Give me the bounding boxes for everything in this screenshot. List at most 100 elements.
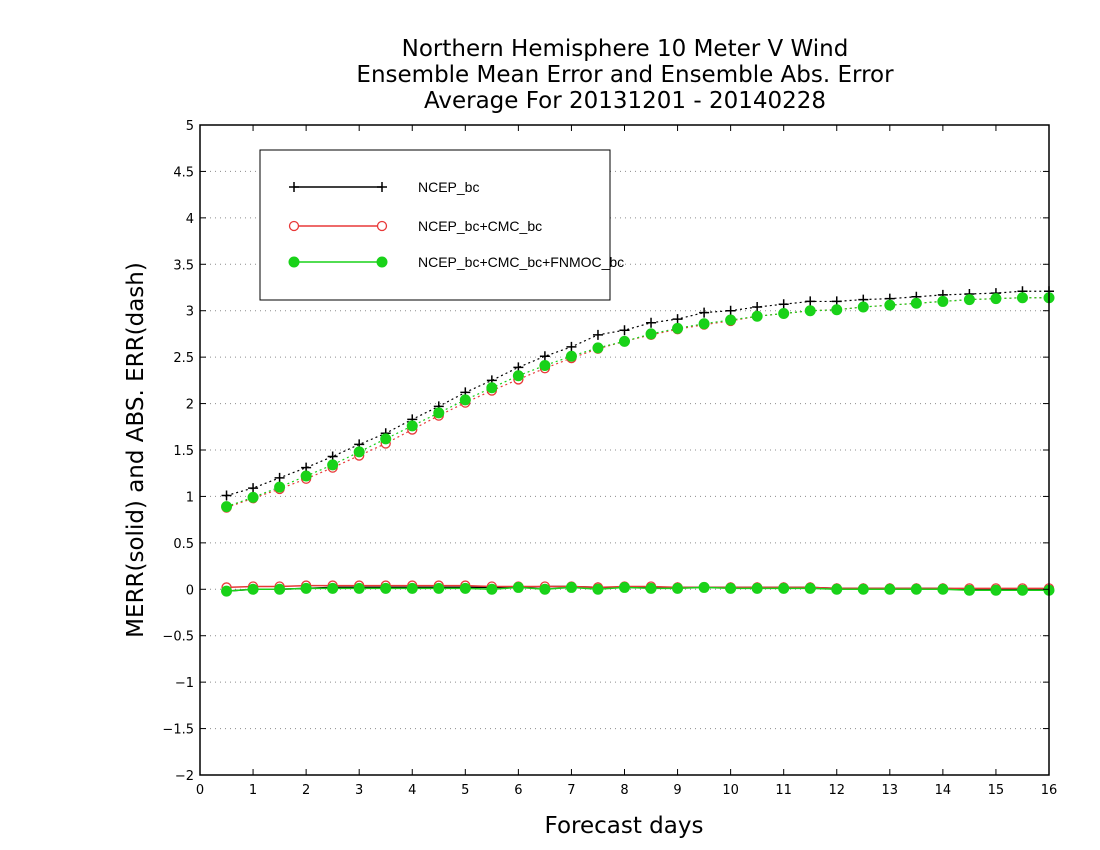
data-point-filled-circle [274, 583, 286, 595]
legend-label: NCEP_bc [418, 179, 479, 195]
x-tick-label: 7 [567, 783, 575, 798]
y-tick-label: 0.5 [173, 537, 194, 552]
data-point-filled-circle [565, 350, 577, 362]
data-point-filled-circle [512, 370, 524, 382]
x-tick-label: 14 [935, 783, 952, 798]
y-tick-label: 4.5 [173, 165, 194, 180]
data-point-filled-circle [1016, 584, 1028, 596]
data-point-filled-circle [725, 314, 737, 326]
data-point-filled-circle [910, 297, 922, 309]
y-tick-label: 4 [186, 212, 194, 227]
y-tick-label: −0.5 [162, 630, 194, 645]
data-point-filled-circle [300, 470, 312, 482]
chart-title-line-1: Northern Hemisphere 10 Meter V Wind [401, 36, 849, 62]
data-point-filled-circle [619, 581, 630, 593]
y-tick-label: 0 [186, 583, 194, 598]
x-axis-title: Forecast days [545, 813, 704, 839]
x-tick-label: 4 [408, 783, 416, 798]
data-point-filled-circle [247, 491, 259, 503]
data-point-filled-circle [963, 584, 975, 596]
data-point-filled-circle [221, 585, 233, 597]
abs-error-line [226, 297, 1049, 508]
x-tick-label: 1 [249, 783, 257, 798]
data-point-filled-circle [672, 322, 684, 334]
axis-ticks: −2−1.5−1−0.500.511.522.533.544.550 1 2 3 4 5 6… [162, 119, 1057, 798]
x-tick-label: 16 [1041, 783, 1058, 798]
data-point-filled-circle [831, 304, 843, 316]
data-point-plus [566, 341, 577, 352]
x-tick-label: 8 [620, 783, 628, 798]
data-point-filled-circle [376, 256, 388, 268]
data-point-filled-circle [512, 581, 524, 593]
abs-error-line [226, 290, 1049, 497]
x-tick-label: 13 [882, 783, 899, 798]
y-tick-label: 1 [186, 490, 194, 505]
data-point-filled-circle [433, 582, 445, 594]
x-tick-label: 9 [673, 783, 681, 798]
data-point-filled-circle [645, 582, 657, 594]
data-point-plus [539, 351, 550, 362]
data-point-filled-circle [937, 583, 949, 595]
x-tick-label: 2 [302, 783, 310, 798]
data-point-plus [221, 490, 232, 501]
x-tick-label: 6 [514, 783, 522, 798]
data-point-filled-circle [1016, 292, 1028, 304]
data-point-filled-circle [963, 294, 975, 306]
data-point-plus [778, 299, 789, 310]
data-point-filled-circle [565, 581, 577, 593]
legend-label: NCEP_bc+CMC_bc [418, 218, 542, 234]
y-tick-label: 3.5 [173, 258, 194, 273]
data-point-filled-circle [247, 583, 259, 595]
x-tick-label: 5 [461, 783, 469, 798]
y-tick-label: 5 [186, 119, 194, 134]
data-point-filled-circle [698, 318, 710, 330]
data-point-plus [619, 325, 630, 336]
y-tick-label: 3 [186, 305, 194, 320]
data-point-filled-circle [353, 582, 365, 594]
data-point-filled-circle [459, 582, 471, 594]
data-point-filled-circle [778, 582, 790, 594]
x-tick-label: 11 [775, 783, 792, 798]
data-point-filled-circle [698, 581, 710, 593]
data-point-filled-circle [539, 583, 551, 595]
data-point-filled-circle [406, 582, 418, 594]
series-ncep-bc [221, 286, 1054, 597]
data-point-filled-circle [486, 583, 498, 595]
chart-title-line-2: Ensemble Mean Error and Ensemble Abs. Er… [356, 62, 894, 88]
data-point-filled-circle [990, 584, 1002, 596]
chart-title-line-3: Average For 20131201 - 20140228 [423, 88, 827, 114]
data-point-filled-circle [274, 481, 286, 493]
data-point-plus [592, 329, 603, 340]
data-point-filled-circle [804, 582, 816, 594]
data-point-filled-circle [459, 394, 471, 406]
data-point-filled-circle [725, 582, 737, 594]
data-point-plus [672, 314, 683, 325]
data-point-filled-circle [221, 501, 233, 513]
data-point-filled-circle [619, 335, 630, 347]
data-point-filled-circle [380, 433, 392, 445]
legend-label: NCEP_bc+CMC_bc+FNMOC_bc [418, 254, 624, 270]
data-point-filled-circle [884, 299, 896, 311]
data-point-plus [699, 307, 710, 318]
data-point-open-circle [288, 220, 300, 232]
data-point-filled-circle [486, 382, 498, 394]
data-point-plus [248, 483, 259, 494]
data-point-filled-circle [857, 301, 869, 313]
x-tick-label: 0 [196, 783, 204, 798]
data-point-filled-circle [380, 582, 392, 594]
data-point-plus [805, 296, 816, 307]
data-point-plus [377, 182, 387, 192]
y-tick-label: −2 [175, 769, 194, 784]
data-point-filled-circle [884, 583, 896, 595]
x-tick-label: 12 [828, 783, 845, 798]
data-point-plus [725, 305, 736, 316]
x-tick-label: 10 [722, 783, 739, 798]
data-point-filled-circle [804, 305, 816, 317]
data-point-filled-circle [910, 583, 922, 595]
data-point-filled-circle [327, 582, 339, 594]
data-point-filled-circle [592, 342, 604, 354]
data-point-filled-circle [778, 308, 790, 319]
data-point-filled-circle [433, 407, 445, 419]
y-axis-title: MERR(solid) and ABS. ERR(dash) [123, 262, 149, 638]
data-point-filled-circle [857, 583, 869, 595]
